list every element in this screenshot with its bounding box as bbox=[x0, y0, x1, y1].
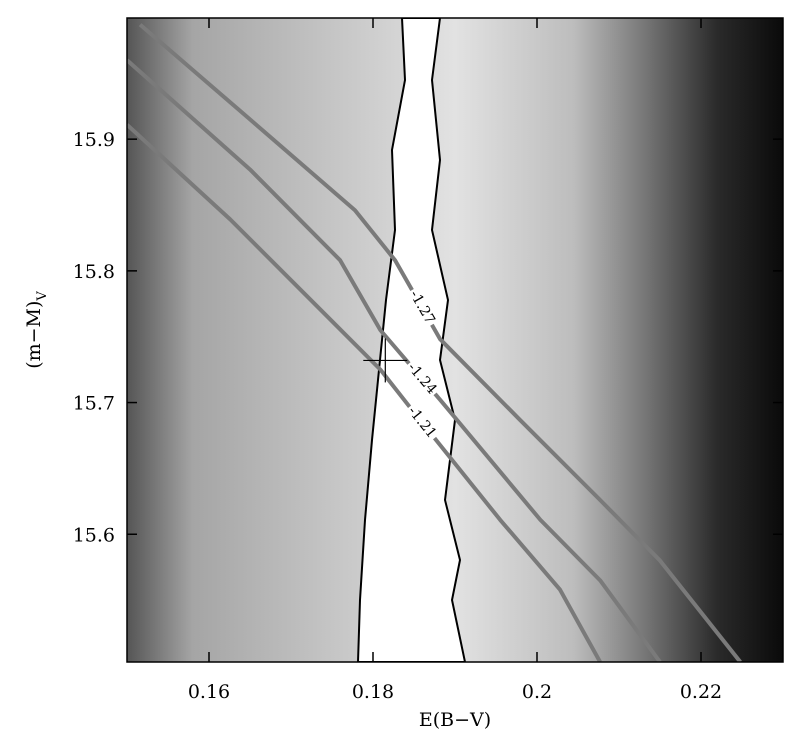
y-axis-label-main: (m−M) bbox=[23, 301, 45, 369]
x-tick-label: 0.2 bbox=[522, 681, 552, 703]
plot-frame bbox=[126, 17, 784, 663]
y-tick-label: 15.6 bbox=[73, 524, 115, 546]
contour-line bbox=[127, 123, 602, 662]
y-axis-label: (m−M)V bbox=[23, 291, 50, 369]
y-tick-label: 15.9 bbox=[73, 129, 115, 151]
x-axis-label: E(B−V) bbox=[419, 709, 491, 731]
x-tick-label: 0.22 bbox=[680, 681, 722, 703]
x-tick-label: 0.18 bbox=[352, 681, 394, 703]
contour-line bbox=[138, 23, 742, 662]
x-tick-label: 0.16 bbox=[188, 681, 230, 703]
white-region bbox=[356, 18, 467, 662]
y-tick-label: 15.7 bbox=[73, 393, 115, 415]
contour-label-bg bbox=[402, 357, 442, 400]
contour-label-bg bbox=[402, 401, 442, 444]
contour-label-bg bbox=[404, 285, 440, 330]
y-axis-label-sub: V bbox=[35, 291, 50, 302]
y-tick-label: 15.8 bbox=[73, 261, 115, 283]
